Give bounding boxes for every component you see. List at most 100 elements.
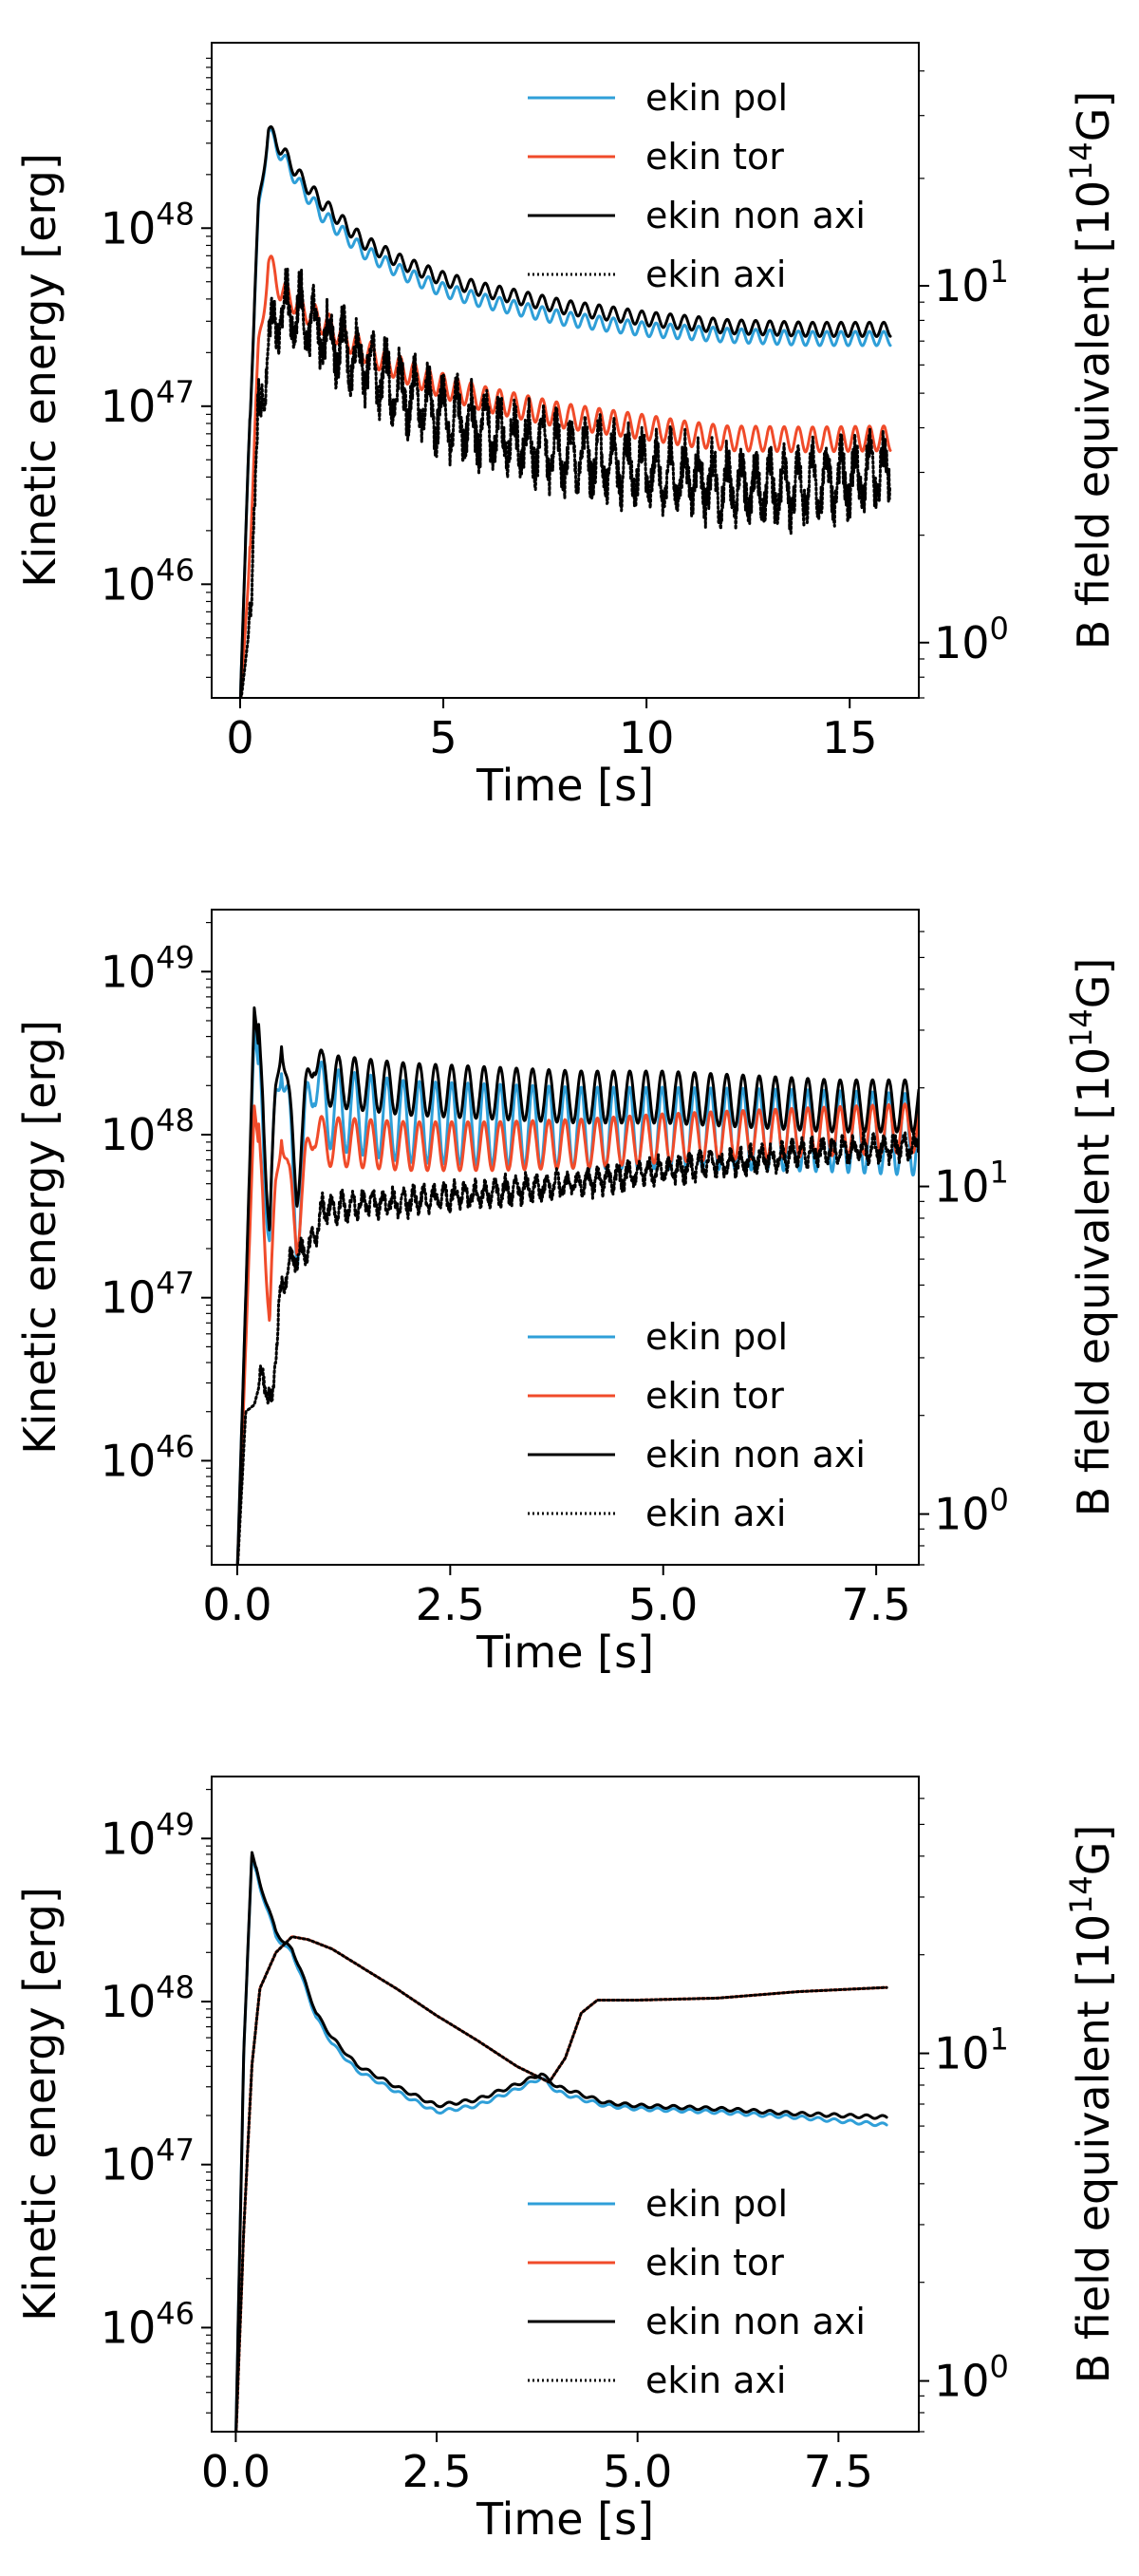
- series-ekin-tor: [235, 1102, 919, 1565]
- series-group: [235, 1006, 919, 1565]
- series-ekin-pol: [234, 1853, 888, 2432]
- y-tick-exp: 47: [156, 2133, 195, 2169]
- y-tick-exp: 49: [156, 939, 195, 975]
- legend-label: ekin axi: [645, 254, 786, 295]
- y-tick-label: 1048: [101, 196, 195, 254]
- y-tick-label: 1047: [101, 1266, 195, 1324]
- y2-tick-exp: 0: [990, 2349, 1009, 2385]
- series-ekin-non-axi: [235, 1006, 919, 1565]
- y-tick-base: 10: [101, 2139, 157, 2191]
- series-ekin-non-axi: [238, 125, 892, 698]
- x-tick-label: 10: [619, 712, 675, 763]
- legend-label: ekin non axi: [645, 1434, 866, 1476]
- y2-axis-label: B field equivalent [1014G]: [1063, 91, 1119, 650]
- legend-label: ekin pol: [645, 77, 788, 119]
- y2-label-suffix: G]: [1068, 958, 1119, 1009]
- y-tick-base: 10: [101, 1272, 157, 1324]
- y2-tick-exp: 1: [990, 254, 1009, 290]
- series-ekin-axi: [234, 1935, 888, 2432]
- y2-tick-exp: 1: [990, 2021, 1009, 2058]
- y-tick-exp: 46: [156, 1428, 195, 1464]
- legend-label: ekin pol: [645, 1316, 788, 1358]
- y-tick-label: 1049: [101, 1806, 195, 1864]
- y2-label-prefix: B field equivalent [10: [1068, 1914, 1119, 2383]
- y-tick-base: 10: [101, 2302, 157, 2353]
- y-axis-label: Kinetic energy [erg]: [14, 1887, 65, 2322]
- y2-tick-base: 10: [934, 617, 990, 668]
- y2-label-exp: 14: [1063, 1875, 1099, 1914]
- y-axis-label: Kinetic energy [erg]: [14, 1020, 65, 1455]
- x-tick-label: 0: [226, 712, 253, 763]
- y2-axis-label: B field equivalent [1014G]: [1063, 1825, 1119, 2384]
- series-ekin-axi: [235, 1130, 919, 1565]
- x-tick-label: 15: [822, 712, 878, 763]
- y2-tick-label: 100: [934, 611, 1009, 668]
- y2-tick-label: 101: [934, 2021, 1009, 2079]
- y2-tick-exp: 0: [990, 611, 1009, 647]
- y-tick-label: 1049: [101, 939, 195, 997]
- y2-tick-exp: 0: [990, 1482, 1009, 1518]
- series-ekin-axi: [239, 266, 892, 698]
- y2-tick-label: 101: [934, 254, 1009, 311]
- x-tick-label: 5.0: [628, 1579, 698, 1630]
- x-tick-label: 0.0: [202, 1579, 271, 1630]
- legend-label: ekin tor: [645, 136, 784, 178]
- y-tick-base: 10: [101, 1813, 157, 1864]
- y-tick-label: 1047: [101, 374, 195, 432]
- y-tick-base: 10: [101, 202, 157, 254]
- x-tick-label: 2.5: [416, 1579, 485, 1630]
- y-tick-base: 10: [101, 1109, 157, 1160]
- legend-label: ekin tor: [645, 2242, 784, 2284]
- series-ekin-pol: [235, 1026, 919, 1565]
- x-axis-label: Time [s]: [476, 1626, 654, 1678]
- legend-label: ekin non axi: [645, 195, 866, 236]
- y2-tick-exp: 1: [990, 1155, 1009, 1191]
- series-ekin-tor: [234, 1935, 888, 2432]
- y-tick-base: 10: [101, 1976, 157, 2027]
- y-tick-exp: 48: [156, 1102, 195, 1138]
- y2-label-suffix: G]: [1068, 91, 1119, 142]
- y2-tick-label: 101: [934, 1155, 1009, 1213]
- y-tick-base: 10: [101, 381, 157, 432]
- series-ekin-non-axi: [234, 1851, 888, 2432]
- y2-label-exp: 14: [1063, 1008, 1099, 1047]
- x-axis-label: Time [s]: [476, 2493, 654, 2545]
- legend-label: ekin axi: [645, 1493, 786, 1534]
- y-tick-exp: 47: [156, 374, 195, 410]
- legend-label: ekin pol: [645, 2183, 788, 2225]
- x-tick-label: 0.0: [201, 2446, 271, 2497]
- y2-tick-label: 100: [934, 2349, 1009, 2407]
- y-tick-exp: 46: [156, 2295, 195, 2331]
- y-tick-exp: 48: [156, 196, 195, 232]
- x-axis-label: Time [s]: [476, 760, 654, 811]
- y2-label-exp: 14: [1063, 141, 1099, 180]
- series-ekin-pol: [238, 127, 892, 698]
- y-tick-exp: 47: [156, 1266, 195, 1302]
- y-tick-base: 10: [101, 1435, 157, 1486]
- y-tick-label: 1048: [101, 1969, 195, 2027]
- x-tick-label: 5: [429, 712, 457, 763]
- x-tick-label: 7.5: [804, 2446, 873, 2497]
- y2-tick-base: 10: [934, 2028, 990, 2079]
- y-tick-base: 10: [101, 946, 157, 997]
- x-tick-label: 2.5: [401, 2446, 471, 2497]
- y-tick-label: 1046: [101, 1428, 195, 1486]
- legend-label: ekin non axi: [645, 2301, 866, 2342]
- x-tick-label: 5.0: [603, 2446, 672, 2497]
- y-tick-label: 1047: [101, 2133, 195, 2191]
- y-tick-label: 1046: [101, 2295, 195, 2353]
- x-tick-label: 7.5: [842, 1579, 911, 1630]
- y2-label-prefix: B field equivalent [10: [1068, 1047, 1119, 1516]
- y-tick-label: 1046: [101, 552, 195, 610]
- y2-tick-base: 10: [934, 1161, 990, 1213]
- y2-tick-base: 10: [934, 260, 990, 311]
- y-tick-label: 1048: [101, 1102, 195, 1160]
- y2-tick-base: 10: [934, 1489, 990, 1540]
- plot-frame: [211, 42, 920, 699]
- y-tick-base: 10: [101, 558, 157, 610]
- y-tick-exp: 48: [156, 1969, 195, 2005]
